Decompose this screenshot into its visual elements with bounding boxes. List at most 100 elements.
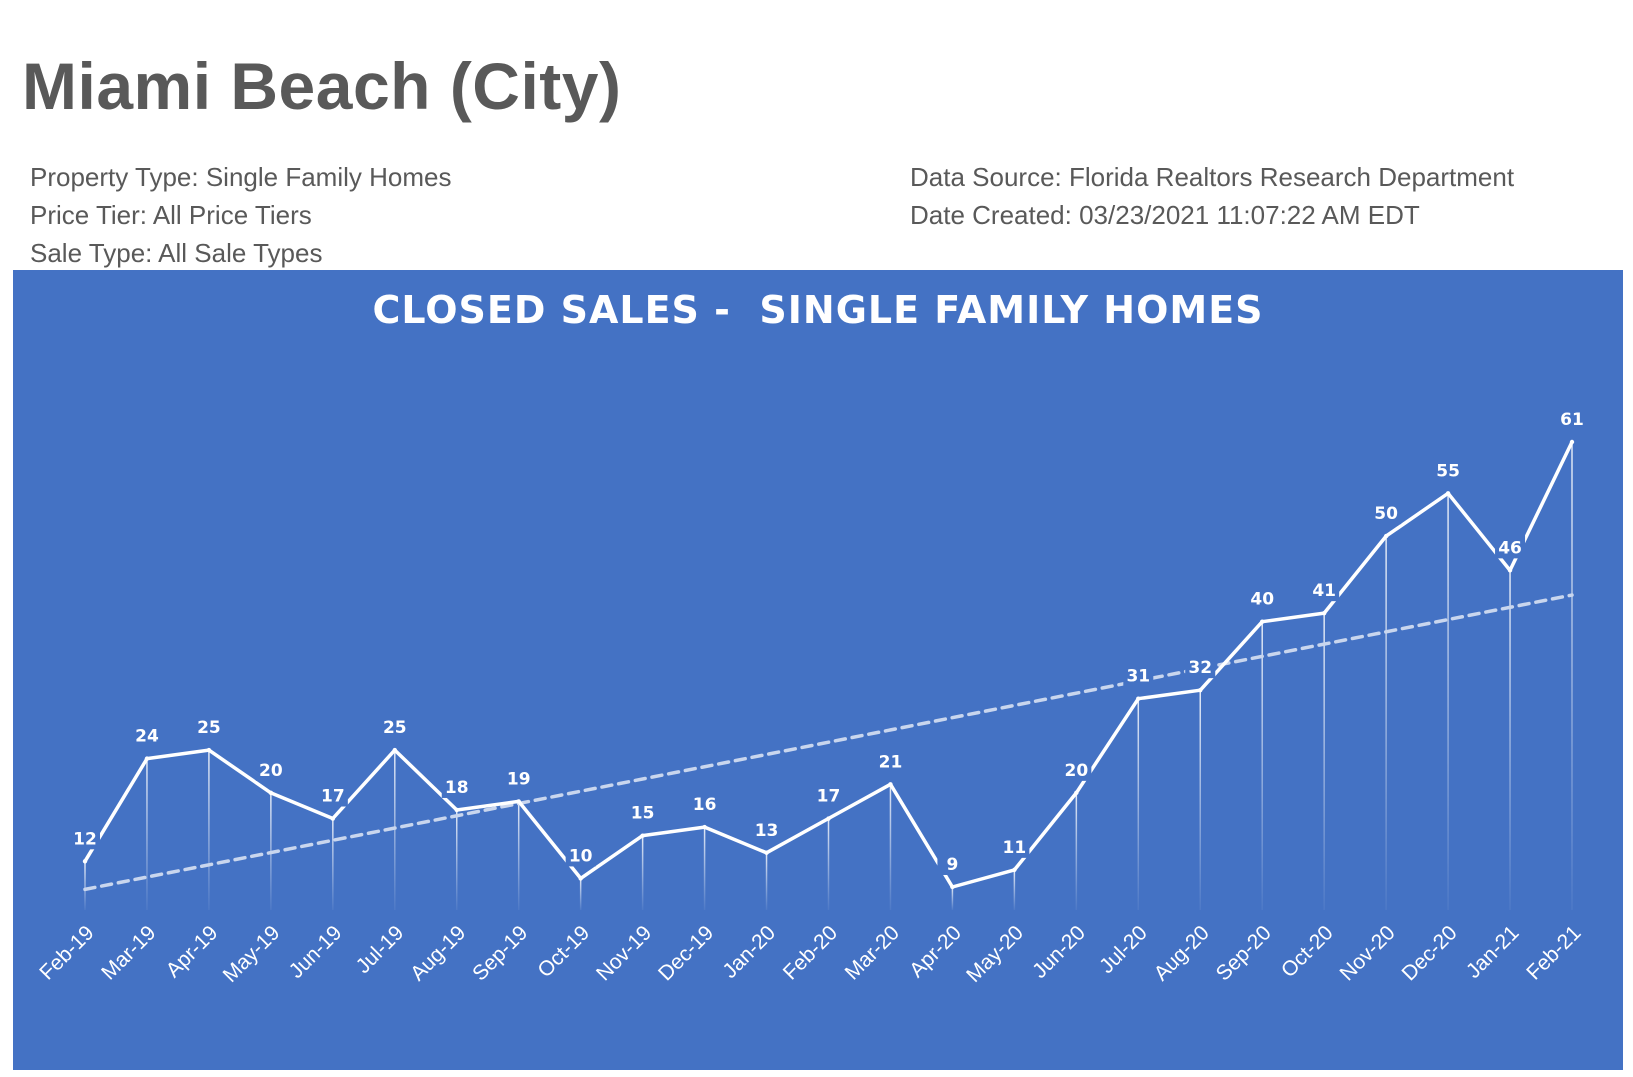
- data-point: [1136, 696, 1141, 701]
- x-tick-label: Apr-20: [905, 921, 966, 982]
- data-point: [1012, 867, 1017, 873]
- data-label: 11: [1003, 838, 1027, 858]
- drop-line: [951, 886, 954, 910]
- x-tick-label: Jun-20: [1028, 921, 1090, 983]
- property-type-text: Property Type: Single Family Homes: [30, 162, 452, 192]
- data-label: 25: [383, 718, 407, 738]
- data-point: [1507, 568, 1513, 573]
- drop-line: [1199, 690, 1201, 910]
- data-point: [454, 807, 459, 813]
- data-label-background: [813, 782, 844, 807]
- data-point: [1198, 687, 1203, 693]
- x-tick-label: Feb-21: [1522, 921, 1585, 984]
- trendline-layer: [83, 593, 1574, 892]
- drop-line: [332, 818, 334, 910]
- data-label-background: [379, 714, 410, 739]
- data-point: [516, 799, 521, 804]
- data-label: 9: [946, 855, 958, 875]
- data-label-background: [1185, 654, 1216, 679]
- drop-line: [1013, 869, 1016, 910]
- data-label-background: [1495, 534, 1526, 559]
- x-tick-label: Sep-20: [1212, 921, 1276, 985]
- drop-line: [1261, 621, 1263, 910]
- page-title: Miami Beach (City): [22, 49, 622, 123]
- data-label-background: [131, 722, 162, 747]
- drop-line: [1075, 792, 1078, 910]
- data-label: 25: [197, 718, 221, 738]
- data-label: 50: [1374, 504, 1398, 524]
- data-label-background: [565, 842, 596, 867]
- data-label: 18: [445, 778, 469, 798]
- data-point: [206, 747, 212, 753]
- data-point: [1569, 439, 1575, 445]
- data-point: [1260, 619, 1265, 624]
- data-point: [1383, 533, 1389, 539]
- drop-line: [394, 750, 396, 910]
- date-created-text: Date Created: 03/23/2021 11:07:22 AM EDT: [910, 200, 1420, 230]
- data-point: [1445, 491, 1451, 496]
- data-label: 15: [631, 804, 655, 824]
- data-label: 12: [73, 829, 97, 849]
- sale-type-text: Sale Type: All Sale Types: [30, 238, 323, 268]
- data-source-text: Data Source: Florida Realtors Research D…: [910, 162, 1515, 192]
- drop-line: [827, 818, 830, 910]
- data-label: 41: [1312, 581, 1336, 601]
- price-tier-text: Price Tier: All Price Tiers: [30, 200, 312, 230]
- x-tick-label: Aug-19: [406, 921, 470, 985]
- data-point: [702, 824, 707, 830]
- drop-line: [641, 835, 644, 910]
- data-label: 31: [1126, 667, 1150, 687]
- closed-sales-chart: 12 24 25 20 17 25 18 19 10 15 16 13 17 21 9 11 20 31 32 40 4…: [35, 406, 1587, 987]
- x-tick-label: Mar-20: [841, 921, 904, 984]
- data-label-background: [1371, 500, 1402, 525]
- drop-line: [1323, 613, 1325, 910]
- data-label-background: [999, 833, 1030, 858]
- drop-line: [765, 852, 768, 910]
- data-label-background: [1123, 662, 1154, 687]
- data-point: [82, 859, 88, 864]
- data-label-background: [689, 791, 720, 816]
- drop-line: [1571, 442, 1573, 910]
- data-label-background: [937, 850, 968, 875]
- data-label: 10: [569, 846, 593, 866]
- data-point: [1074, 790, 1079, 796]
- trendline: [83, 593, 1574, 892]
- data-labels: 12 24 25 20 17 25 18 19 10 15 16 13 17 21 9 11 20 31 32 40 4…: [70, 406, 1587, 875]
- chart-title: CLOSED SALES - SINGLE FAMILY HOMES: [372, 288, 1264, 332]
- data-label-background: [627, 799, 658, 824]
- data-label-background: [193, 714, 224, 739]
- x-tick-label: Dec-19: [654, 921, 718, 985]
- x-tick-label: Oct-20: [1277, 921, 1338, 982]
- data-point: [578, 876, 583, 881]
- data-point: [640, 833, 645, 838]
- x-tick-label: Nov-19: [592, 921, 656, 985]
- data-label: 20: [259, 761, 283, 781]
- drop-line: [1137, 698, 1140, 910]
- x-tick-label: Dec-20: [1397, 921, 1461, 985]
- x-tick-label: Jun-19: [285, 921, 347, 983]
- drop-line: [456, 809, 458, 910]
- data-label-background: [441, 773, 472, 798]
- report-filters: Property Type: Single Family Homes Price…: [30, 158, 451, 272]
- report-info: Data Source: Florida Realtors Research D…: [910, 158, 1514, 234]
- drop-line: [579, 878, 582, 910]
- x-tick-label: Jan-21: [1462, 921, 1524, 983]
- x-tick-label: Jul-19: [352, 921, 409, 978]
- x-tick-label: Oct-19: [533, 921, 594, 982]
- x-tick-label: Sep-19: [468, 921, 532, 985]
- data-label: 13: [755, 821, 779, 841]
- drop-line: [1385, 536, 1387, 910]
- data-label: 17: [817, 787, 841, 807]
- series-layer: [82, 439, 1575, 890]
- x-tick-label: Mar-19: [97, 921, 160, 984]
- data-label-background: [255, 756, 286, 781]
- data-label-background: [317, 782, 348, 807]
- x-tick-label: May-19: [219, 921, 285, 987]
- drop-line: [1509, 570, 1511, 910]
- data-point: [888, 782, 893, 787]
- data-label-background: [503, 765, 534, 790]
- drop-line: [1447, 493, 1449, 910]
- data-point: [392, 747, 397, 753]
- data-label: 16: [693, 795, 717, 815]
